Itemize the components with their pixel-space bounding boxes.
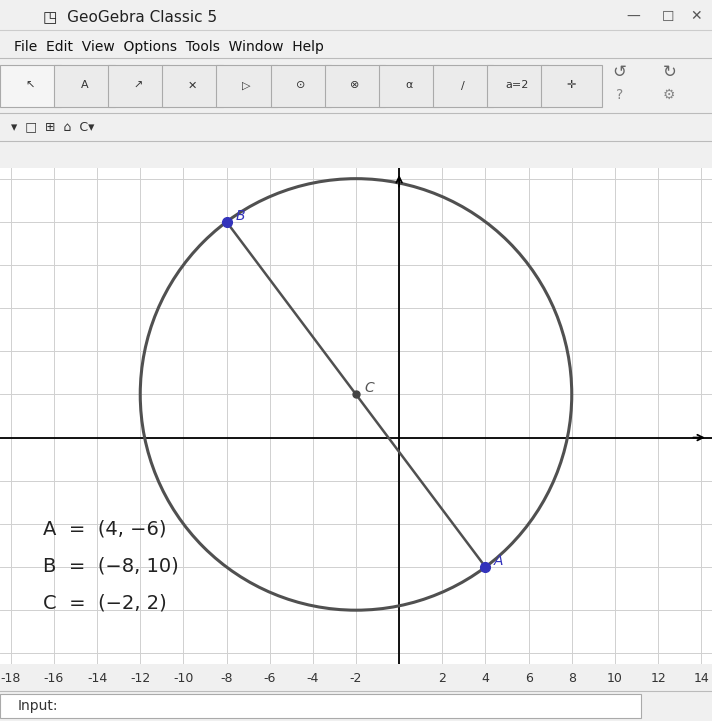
Text: ↖: ↖ (26, 81, 35, 91)
Text: ↗: ↗ (134, 81, 143, 91)
Text: ?: ? (616, 88, 623, 102)
FancyBboxPatch shape (162, 65, 223, 107)
Text: ▷: ▷ (243, 81, 251, 91)
Text: ↻: ↻ (662, 63, 676, 81)
FancyBboxPatch shape (0, 694, 641, 718)
FancyBboxPatch shape (487, 65, 548, 107)
Text: ✛: ✛ (567, 81, 576, 91)
Text: B: B (235, 208, 245, 223)
Text: C: C (365, 381, 375, 395)
Text: —: — (627, 9, 640, 24)
Text: Input:: Input: (18, 699, 58, 713)
Text: ◳  GeoGebra Classic 5: ◳ GeoGebra Classic 5 (43, 9, 217, 24)
Text: A: A (80, 81, 88, 91)
Text: File  Edit  View  Options  Tools  Window  Help: File Edit View Options Tools Window Help (14, 40, 324, 54)
FancyBboxPatch shape (216, 65, 277, 107)
Text: ↺: ↺ (612, 63, 627, 81)
FancyBboxPatch shape (325, 65, 385, 107)
Text: α: α (405, 81, 413, 91)
Text: /: / (461, 81, 465, 91)
Text: ⊙: ⊙ (296, 81, 305, 91)
Text: ⚙: ⚙ (663, 88, 676, 102)
Text: ☐: ☐ (662, 9, 675, 24)
Text: ⊗: ⊗ (350, 81, 360, 91)
FancyBboxPatch shape (54, 65, 115, 107)
Text: C  =  (−2, 2): C = (−2, 2) (43, 593, 167, 612)
FancyBboxPatch shape (0, 65, 61, 107)
Text: a=2: a=2 (506, 81, 529, 91)
Text: A: A (494, 554, 503, 568)
FancyBboxPatch shape (433, 65, 493, 107)
FancyBboxPatch shape (271, 65, 331, 107)
FancyBboxPatch shape (379, 65, 439, 107)
Text: A  =  (4, −6): A = (4, −6) (43, 520, 167, 539)
FancyBboxPatch shape (541, 65, 602, 107)
FancyBboxPatch shape (108, 65, 169, 107)
Text: ▾  □  ⊞  ⌂  C▾: ▾ □ ⊞ ⌂ C▾ (11, 120, 94, 133)
Text: B  =  (−8, 10): B = (−8, 10) (43, 557, 179, 575)
Text: ✕: ✕ (188, 81, 197, 91)
Text: ✕: ✕ (691, 9, 702, 24)
